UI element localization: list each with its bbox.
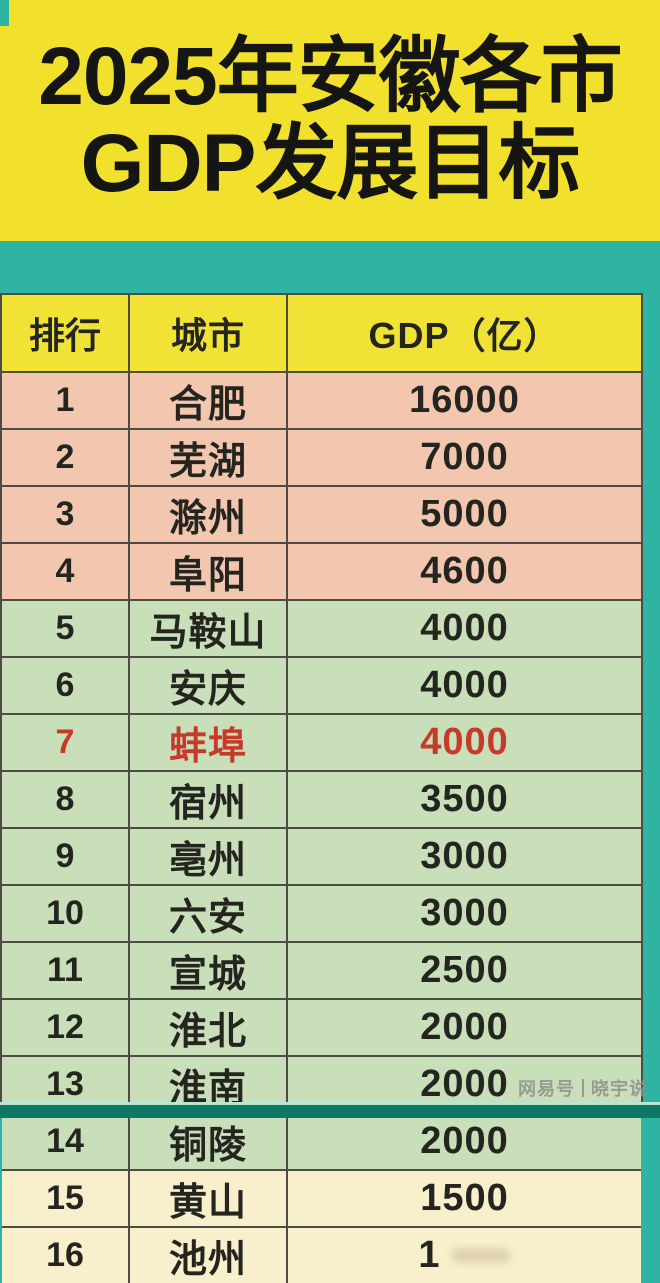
header-city: 城市 (130, 295, 288, 371)
table-row: 10 六安 3000 (2, 884, 641, 941)
bottom-band (0, 1102, 660, 1118)
background-notch (0, 0, 9, 26)
gdp-cell: 5000 (288, 487, 641, 542)
gdp-value: 4000 (420, 607, 509, 649)
rank-cell: 12 (2, 1000, 130, 1055)
gdp-value: 2500 (420, 949, 509, 991)
city-cell: 蚌埠 (130, 715, 288, 770)
rank-cell: 10 (2, 886, 130, 941)
title-banner: 2025年安徽各市 GDP发展目标 (0, 0, 660, 241)
gdp-cell: 4000 (288, 715, 641, 770)
city-cell: 亳州 (130, 829, 288, 884)
city-cell: 安庆 (130, 658, 288, 713)
city-cell: 合肥 (130, 373, 288, 428)
gdp-value: 2000 (420, 1063, 509, 1105)
gdp-value: 7000 (420, 436, 509, 478)
page-title-line2: GDP发展目标 (80, 117, 581, 209)
gdp-cell: 4600 (288, 544, 641, 599)
table-row: 4 阜阳 4600 (2, 542, 641, 599)
gdp-cell: 2000 (288, 1114, 641, 1169)
table-row: 11 宣城 2500 (2, 941, 641, 998)
gdp-value: 16000 (409, 379, 520, 421)
gdp-value: 2000 (420, 1006, 509, 1048)
rank-cell: 1 (2, 373, 130, 428)
gdp-value: 3000 (420, 835, 509, 877)
table-row: 16 池州 1 (2, 1226, 641, 1283)
rank-cell: 9 (2, 829, 130, 884)
gdp-table: 排行 城市 GDP（亿） 1 合肥 16000 2 芜湖 7000 3 滁州 5… (0, 293, 643, 1283)
watermark-author: 晓宇说 (591, 1079, 648, 1099)
table-row: 8 宿州 3500 (2, 770, 641, 827)
table-row: 15 黄山 1500 (2, 1169, 641, 1226)
table-row: 5 马鞍山 4000 (2, 599, 641, 656)
gdp-cell: 1500 (288, 1171, 641, 1226)
rank-cell: 5 (2, 601, 130, 656)
gdp-value: 4000 (420, 721, 509, 763)
gdp-value: 3000 (420, 892, 509, 934)
rank-cell: 16 (2, 1228, 130, 1283)
city-cell: 阜阳 (130, 544, 288, 599)
gdp-value: 3500 (420, 778, 509, 820)
city-cell: 六安 (130, 886, 288, 941)
gdp-value: 4600 (420, 550, 509, 592)
table-row: 1 合肥 16000 (2, 371, 641, 428)
city-cell: 宣城 (130, 943, 288, 998)
rank-cell: 7 (2, 715, 130, 770)
gdp-value: 1 (418, 1234, 441, 1276)
header-rank: 排行 (2, 295, 130, 371)
watermark-divider (582, 1079, 584, 1097)
gdp-cell: 7000 (288, 430, 641, 485)
gdp-cell: 1 (288, 1228, 641, 1283)
city-cell: 马鞍山 (130, 601, 288, 656)
city-cell: 铜陵 (130, 1114, 288, 1169)
gdp-cell: 16000 (288, 373, 641, 428)
gdp-cell: 3000 (288, 886, 641, 941)
table-row: 9 亳州 3000 (2, 827, 641, 884)
gdp-cell: 3000 (288, 829, 641, 884)
table-row: 3 滁州 5000 (2, 485, 641, 542)
header-gdp: GDP（亿） (368, 315, 561, 356)
city-cell: 滁州 (130, 487, 288, 542)
city-cell: 宿州 (130, 772, 288, 827)
watermark: 网易号 晓宇说 (518, 1075, 648, 1101)
rank-cell: 15 (2, 1171, 130, 1226)
city-cell: 黄山 (130, 1171, 288, 1226)
watermark-brand: 网易号 (518, 1079, 575, 1099)
rank-cell: 2 (2, 430, 130, 485)
gdp-cell: 3500 (288, 772, 641, 827)
gdp-cell: 4000 (288, 658, 641, 713)
table-row: 14 铜陵 2000 (2, 1112, 641, 1169)
gdp-value: 4000 (420, 664, 509, 706)
table-row: 2 芜湖 7000 (2, 428, 641, 485)
rank-cell: 6 (2, 658, 130, 713)
gdp-cell: 4000 (288, 601, 641, 656)
rank-cell: 4 (2, 544, 130, 599)
rank-cell: 11 (2, 943, 130, 998)
rank-cell: 3 (2, 487, 130, 542)
city-cell: 池州 (130, 1228, 288, 1283)
page-title-line1: 2025年安徽各市 (38, 30, 622, 122)
table-row: 7 蚌埠 4000 (2, 713, 641, 770)
table-header-row: 排行 城市 GDP（亿） (2, 295, 641, 371)
city-cell: 淮北 (130, 1000, 288, 1055)
gdp-cell: 2500 (288, 943, 641, 998)
obscured-value-smudge (450, 1248, 511, 1263)
table-row: 6 安庆 4000 (2, 656, 641, 713)
city-cell: 芜湖 (130, 430, 288, 485)
gdp-value: 1500 (420, 1177, 509, 1219)
table-row: 12 淮北 2000 (2, 998, 641, 1055)
gdp-value: 2000 (420, 1120, 509, 1162)
rank-cell: 14 (2, 1114, 130, 1169)
rank-cell: 8 (2, 772, 130, 827)
gdp-cell: 2000 (288, 1000, 641, 1055)
gdp-value: 5000 (420, 493, 509, 535)
